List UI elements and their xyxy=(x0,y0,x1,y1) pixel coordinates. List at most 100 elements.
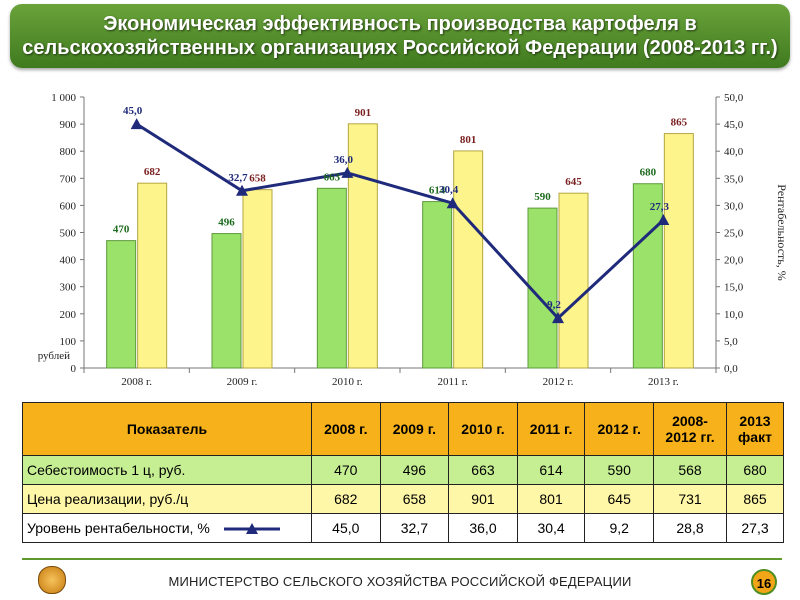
right-tick-label: 35,0 xyxy=(724,173,744,185)
cost-bar-label: 496 xyxy=(218,217,235,229)
data-table: Показатель 2008 г. 2009 г. 2010 г. 2011 … xyxy=(22,402,784,543)
table-cell: 614 xyxy=(516,455,586,485)
price-bar-label: 645 xyxy=(565,176,582,188)
right-tick-label: 25,0 xyxy=(724,228,744,240)
x-tick-label: 2011 г. xyxy=(437,376,468,388)
cost-bar xyxy=(106,240,137,369)
table-cell: 470 xyxy=(311,455,381,485)
chart-labels: 470 682 496 658 663 901 614 801 590 645 680 865 45,0… xyxy=(113,105,688,311)
footer-divider xyxy=(22,558,782,560)
cost-bar-label: 663 xyxy=(324,171,341,183)
left-tick-label: 500 xyxy=(60,228,77,240)
price-bar-label: 658 xyxy=(249,173,266,185)
cost-bar-label: 470 xyxy=(113,224,130,236)
page-number-badge: 16 xyxy=(751,569,777,595)
x-tick-label: 2013 г. xyxy=(648,376,679,388)
line-legend-icon xyxy=(223,523,280,535)
footer-ministry: МИНИСТЕРСТВО СЕЛЬСКОГО ХОЗЯЙСТВА РОССИЙС… xyxy=(168,574,632,589)
table-row-label: Себестоимость 1 ц, руб. xyxy=(22,455,312,485)
table-header-cell: 2011 г. xyxy=(516,402,586,456)
price-bar-label: 801 xyxy=(460,134,477,146)
left-tick-label: 800 xyxy=(60,146,77,158)
cost-bar xyxy=(211,233,242,369)
profitability-label: 36,0 xyxy=(334,154,354,166)
table-row: Цена реализации, руб./ц 682 658 901 801 … xyxy=(22,484,784,514)
chart-bars xyxy=(106,123,694,369)
table-cell: 36,0 xyxy=(448,513,518,543)
cost-bar xyxy=(316,187,347,369)
x-tick-label: 2009 г. xyxy=(227,376,258,388)
right-tick-label: 0,0 xyxy=(724,363,738,375)
title-line-1: Экономическая эффективность производства… xyxy=(103,13,697,35)
left-tick-label: 700 xyxy=(60,173,77,185)
profitability-label: 30,4 xyxy=(439,184,459,196)
profitability-line xyxy=(135,122,665,321)
table-header-cell: Показатель xyxy=(22,402,312,456)
table-cell: 496 xyxy=(379,455,450,485)
table-cell: 590 xyxy=(584,455,654,485)
table-cell: 731 xyxy=(653,484,727,514)
table-header-cell: 2012 г. xyxy=(584,402,654,456)
profitability-label: 45,0 xyxy=(123,105,143,117)
left-tick-label: 100 xyxy=(60,336,77,348)
profitability-label: 27,3 xyxy=(650,201,670,213)
cost-bar-label: 614 xyxy=(429,185,446,197)
profitability-marker xyxy=(236,184,248,196)
price-bar xyxy=(137,182,168,369)
right-tick-label: 15,0 xyxy=(724,282,744,294)
chart-axes: 0 100 200 300 400 500 600 700 800 900 1 000 0,0 5,0 1… xyxy=(38,92,789,388)
table-cell: 680 xyxy=(726,455,784,485)
profitability-label: 32,7 xyxy=(228,172,248,184)
price-bar xyxy=(663,133,694,369)
profitability-label: 9,2 xyxy=(547,299,561,311)
x-tick-label: 2010 г. xyxy=(332,376,363,388)
profitability-marker xyxy=(341,166,354,178)
price-bar-label: 682 xyxy=(144,166,161,178)
price-bar xyxy=(453,150,484,369)
table-cell: 32,7 xyxy=(379,513,450,543)
title-line-2: сельскохозяйственных организациях Россий… xyxy=(22,37,778,59)
table-cell: 28,8 xyxy=(653,513,727,543)
table-row-label: Цена реализации, руб./ц xyxy=(22,484,312,514)
right-tick-label: 30,0 xyxy=(724,200,744,212)
table-header-cell: 2009 г. xyxy=(379,402,450,456)
right-tick-label: 20,0 xyxy=(724,255,744,267)
table-row: Себестоимость 1 ц, руб. 470 496 663 614 … xyxy=(22,455,784,485)
table-cell: 9,2 xyxy=(584,513,654,543)
cost-bar xyxy=(632,183,663,369)
table-cell: 663 xyxy=(448,455,518,485)
table-cell: 45,0 xyxy=(311,513,381,543)
cost-bar xyxy=(422,201,453,369)
table-header-cell: 2008 г. xyxy=(311,402,381,456)
table-header-row: Показатель 2008 г. 2009 г. 2010 г. 2011 … xyxy=(22,402,784,456)
profitability-marker xyxy=(552,312,564,324)
table-cell: 30,4 xyxy=(516,513,586,543)
left-tick-label: 600 xyxy=(60,200,77,212)
table-cell: 645 xyxy=(584,484,654,514)
left-tick-label: 0 xyxy=(71,363,77,375)
price-bar xyxy=(242,189,273,369)
table-cell: 865 xyxy=(726,484,784,514)
left-tick-label: 200 xyxy=(60,309,77,321)
title-banner: Экономическая эффективность производства… xyxy=(10,4,790,68)
right-tick-label: 5,0 xyxy=(724,336,738,348)
price-bar-label: 901 xyxy=(355,107,372,119)
table-cell: 658 xyxy=(379,484,450,514)
combo-chart: 0 100 200 300 400 500 600 700 800 900 1 000 0,0 5,0 1… xyxy=(38,92,789,388)
right-tick-label: 10,0 xyxy=(724,309,744,321)
profitability-marker xyxy=(657,214,670,226)
left-tick-label: 900 xyxy=(60,119,77,131)
right-tick-label: 40,0 xyxy=(724,146,744,158)
chart-line xyxy=(130,118,670,324)
right-tick-label: 45,0 xyxy=(724,119,744,131)
x-tick-label: 2012 г. xyxy=(543,376,574,388)
cost-bar xyxy=(527,207,558,369)
y-axis-left-title: рублей xyxy=(38,350,70,362)
left-tick-label: 300 xyxy=(60,282,77,294)
y-axis-right-title: Рентабельность, % xyxy=(775,184,789,280)
left-tick-label: 400 xyxy=(60,255,77,267)
slide-title: Экономическая эффективность производства… xyxy=(10,12,790,60)
table-cell: 801 xyxy=(516,484,586,514)
table-header-cell: 2013 факт xyxy=(726,402,784,456)
right-tick-label: 50,0 xyxy=(724,92,744,104)
